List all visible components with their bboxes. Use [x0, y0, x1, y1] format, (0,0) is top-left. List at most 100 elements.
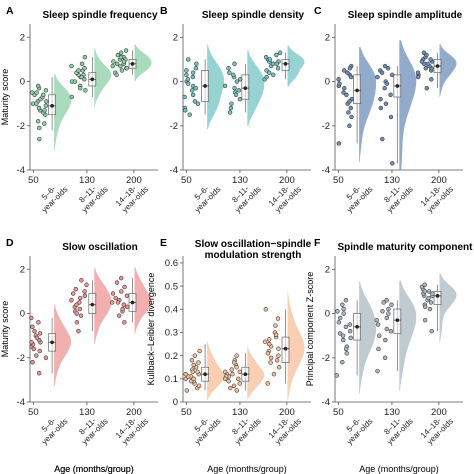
data-point [232, 61, 237, 67]
data-point [227, 70, 232, 75]
group-0 [336, 47, 377, 163]
data-point [340, 302, 345, 307]
median-point [90, 302, 95, 307]
data-point [82, 289, 87, 294]
box [433, 291, 442, 306]
data-point [415, 70, 421, 75]
data-point [381, 300, 386, 305]
data-point [118, 54, 124, 60]
data-point [347, 66, 353, 71]
data-point [237, 97, 243, 102]
chart-title-line: Slow oscillation−spindle [195, 239, 312, 250]
x-group-label: 5–6-year-olds [187, 410, 223, 446]
y-axis-label: Principal component Z-score [305, 272, 315, 387]
data-point [31, 346, 37, 352]
data-point [79, 74, 84, 80]
data-point [347, 322, 353, 327]
data-point [343, 346, 349, 352]
data-point [222, 83, 228, 89]
data-point [267, 70, 272, 75]
chart-title-line: modulation strength [205, 250, 302, 261]
y-tick-label: -4 [322, 165, 330, 176]
data-point [422, 289, 427, 294]
group-0 [183, 341, 225, 400]
data-point [229, 367, 234, 372]
data-point [116, 313, 122, 318]
group-1 [222, 50, 265, 126]
data-point [340, 333, 346, 338]
data-point [110, 63, 115, 69]
data-point [390, 161, 395, 166]
data-point [349, 114, 354, 120]
data-point [36, 105, 42, 111]
y-tick-label: -4 [170, 165, 178, 176]
group-1 [222, 346, 265, 400]
data-point [345, 70, 350, 75]
data-point [73, 286, 78, 292]
data-point [189, 88, 195, 93]
data-point [35, 83, 41, 89]
violin [54, 304, 72, 387]
median-point [203, 372, 207, 376]
data-point [77, 85, 83, 91]
data-point [342, 68, 347, 73]
data-point [334, 373, 339, 378]
y-tick-label: 0.2 [165, 351, 178, 362]
data-point [29, 315, 34, 321]
data-point [426, 295, 431, 301]
data-point [29, 90, 35, 95]
data-point [42, 121, 47, 126]
violin [399, 40, 417, 170]
violin [207, 341, 225, 400]
y-tick-label: 2 [173, 32, 178, 43]
median-point [435, 64, 440, 68]
data-point [233, 92, 239, 97]
chart-title: Slow oscillation [62, 242, 138, 253]
data-point [34, 101, 39, 106]
data-point [222, 376, 228, 382]
y-tick-label: -2 [17, 353, 25, 364]
x-tick-label: 50 [333, 407, 344, 418]
data-point [275, 66, 281, 71]
data-point [425, 61, 430, 67]
data-point [37, 348, 42, 354]
data-point [375, 322, 381, 327]
data-point [30, 359, 35, 365]
data-point [234, 79, 240, 84]
y-tick-label: 0.3 [165, 328, 178, 339]
data-point [379, 70, 385, 75]
violin [359, 47, 377, 163]
data-point [118, 50, 124, 55]
data-point [190, 70, 196, 75]
data-point [222, 369, 228, 375]
data-point [348, 335, 353, 341]
data-point [109, 300, 115, 305]
data-point [429, 77, 434, 82]
data-point [230, 371, 235, 377]
y-tick-label: 2 [325, 32, 330, 43]
data-point [232, 85, 237, 91]
x-tick-label: 200 [126, 175, 142, 186]
data-point [227, 110, 233, 115]
data-point [264, 74, 269, 80]
panel-letter: B [160, 5, 168, 17]
data-point [226, 378, 231, 384]
median-point [355, 88, 359, 93]
data-point [344, 92, 349, 97]
y-tick-label: -2 [170, 121, 178, 132]
data-point [335, 309, 340, 314]
median-point [50, 340, 54, 345]
chart-title: Sleep spindle frequency [42, 10, 157, 21]
data-point [196, 383, 202, 388]
data-point [35, 119, 41, 124]
data-point [32, 329, 37, 334]
group-1 [69, 47, 112, 107]
x-tick-label: 200 [126, 407, 142, 418]
x-tick-label: 130 [79, 407, 95, 418]
group-2 [109, 266, 152, 334]
data-point [79, 278, 84, 283]
data-point [78, 313, 84, 318]
violin [439, 44, 457, 97]
violin [247, 346, 265, 400]
data-point [266, 337, 272, 342]
